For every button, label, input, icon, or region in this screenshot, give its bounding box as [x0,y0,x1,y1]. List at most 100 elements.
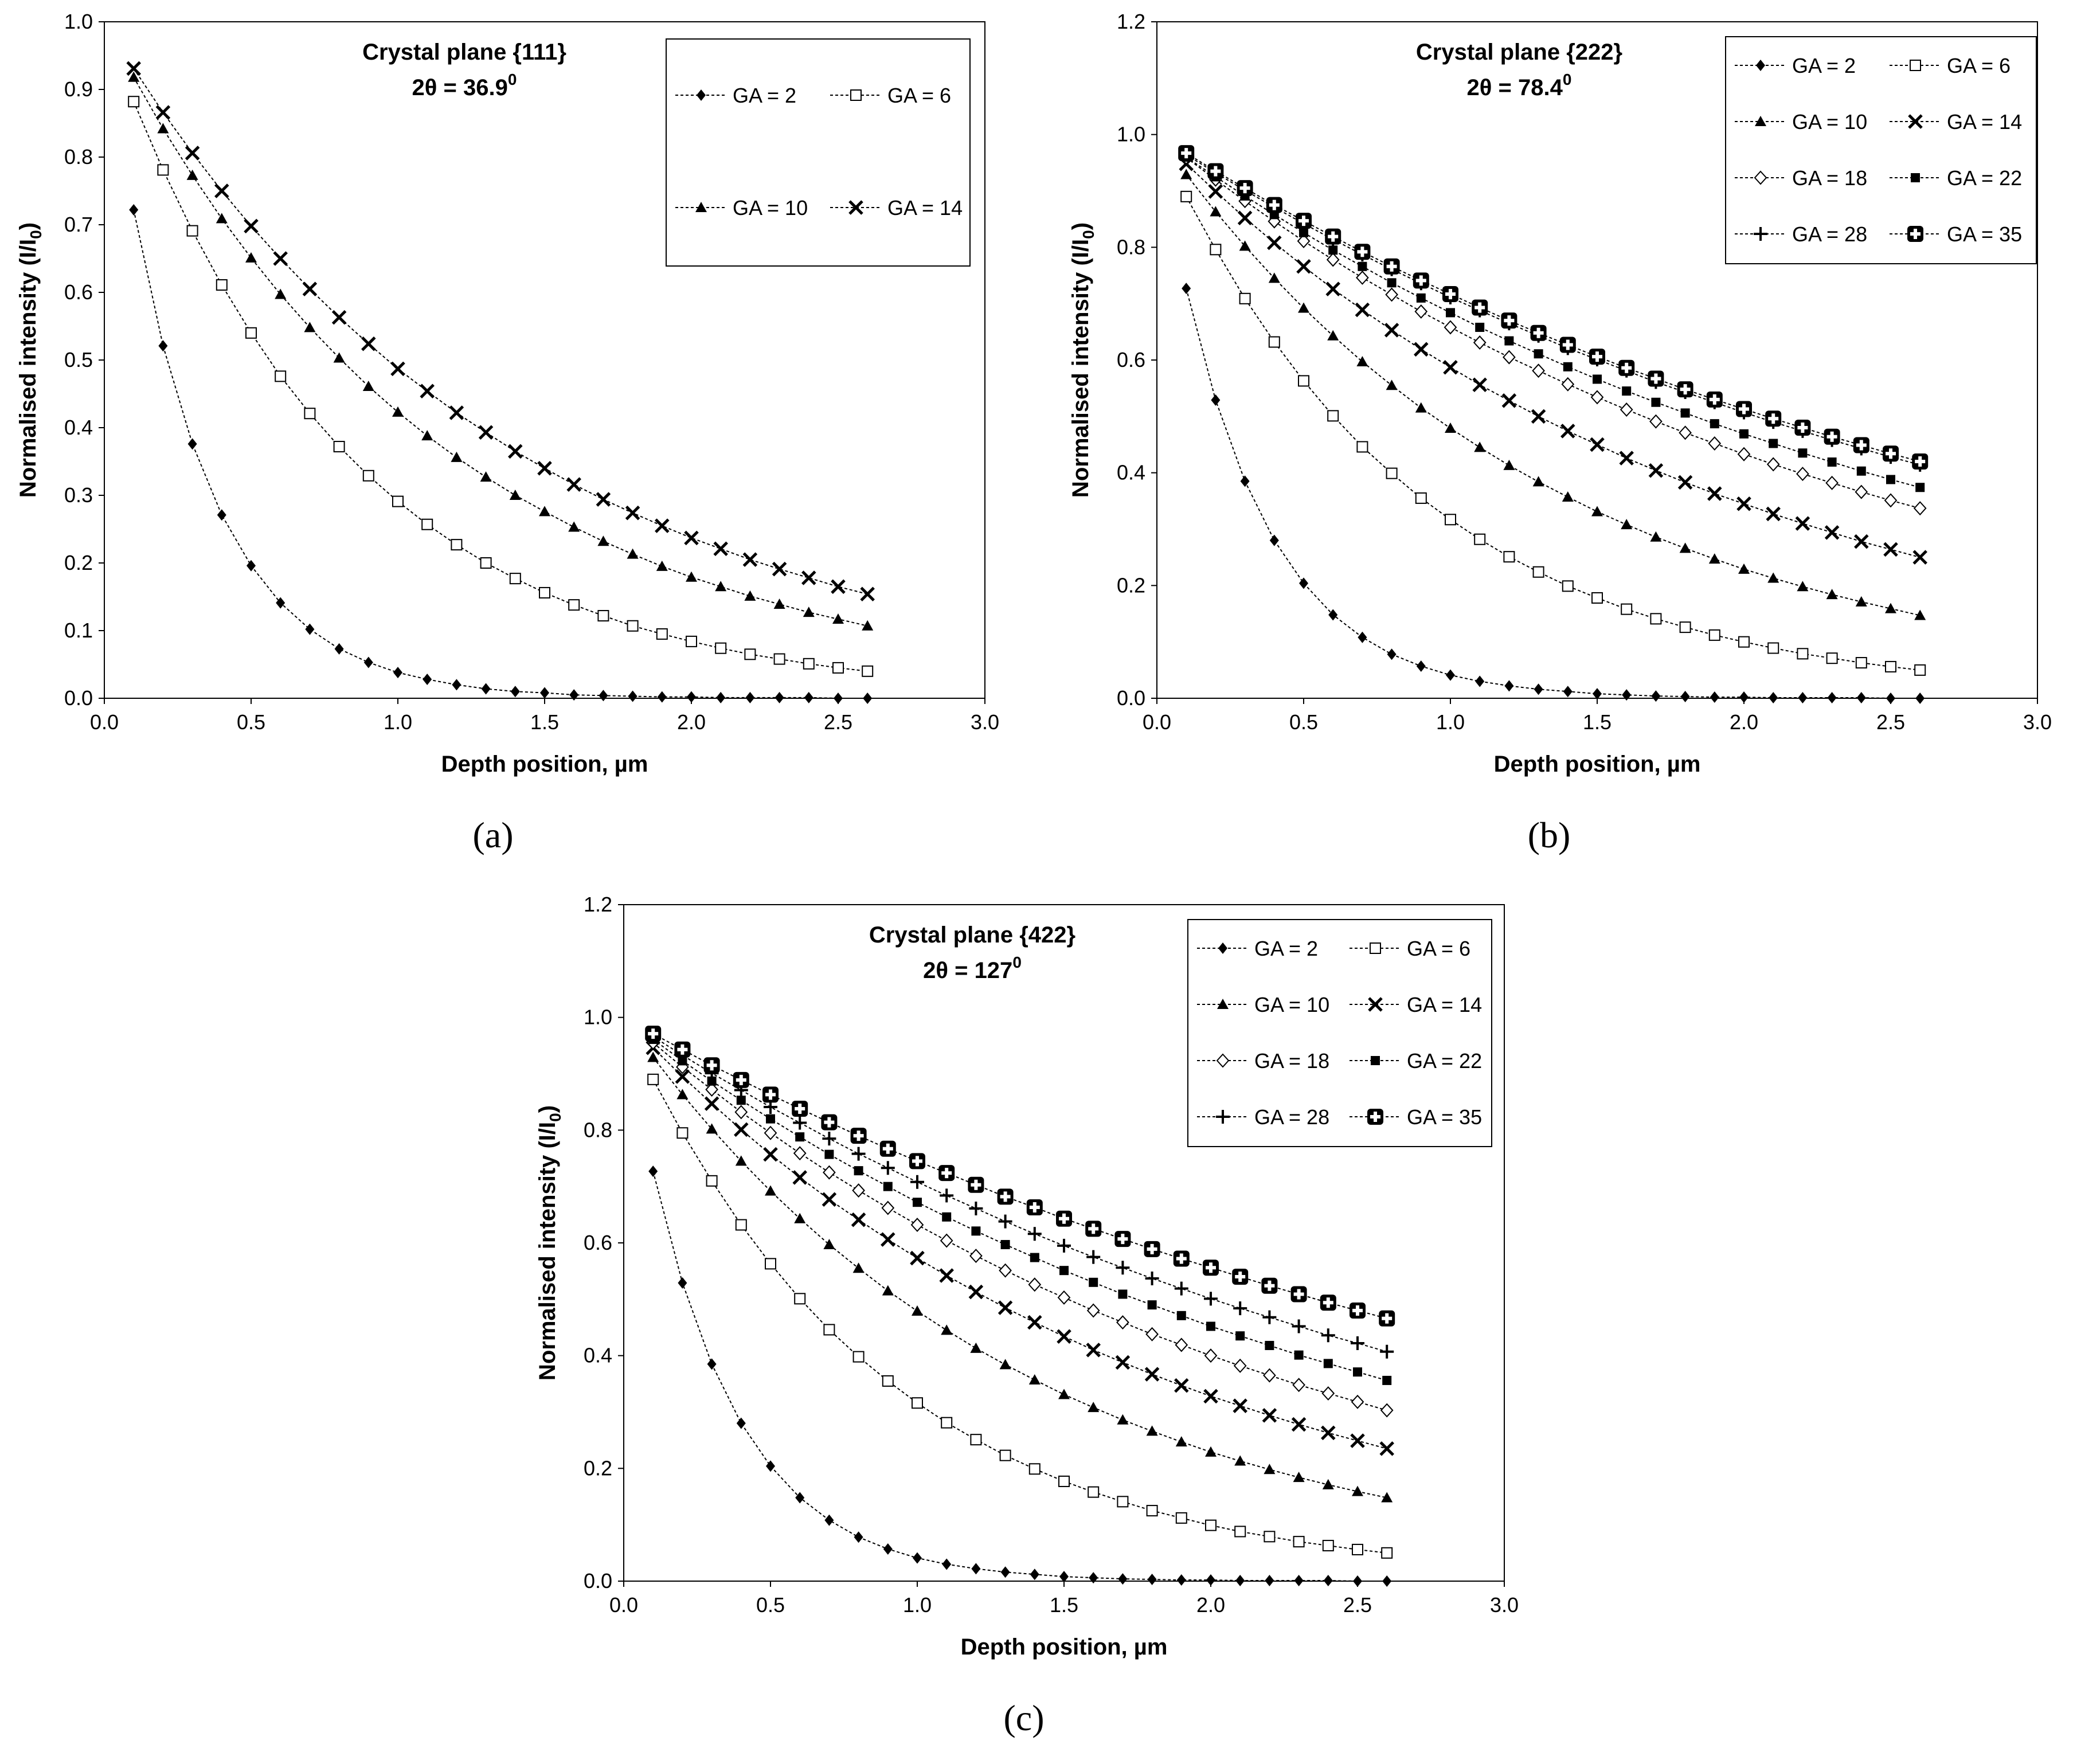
data-point-ga-2 [1416,660,1426,672]
data-point-ga-2 [834,693,843,704]
data-point-ga-18 [999,1263,1012,1278]
data-point-ga-6 [597,610,609,622]
data-point-ga-10 [744,590,756,601]
data-point-ga-35 [1824,428,1840,445]
data-point-ga-22 [1710,419,1719,429]
data-point-ga-6 [1322,1540,1334,1552]
data-point-ga-14 [390,361,405,377]
data-point-ga-6 [1650,613,1662,625]
data-point-ga-28 [969,1202,983,1216]
data-point-ga-2 [452,679,461,691]
data-point-ga-14 [763,1147,778,1162]
x-tick-label: 1.5 [530,710,559,734]
data-point-ga-6 [1562,580,1574,592]
data-point-ga-10 [1180,169,1192,179]
data-point-ga-35 [1912,453,1929,470]
data-point-ga-18 [1473,335,1487,350]
data-point-ga-22 [1323,1359,1333,1368]
data-point-ga-14 [831,579,846,594]
data-point-ga-18 [1884,493,1898,508]
data-point-ga-14 [1883,542,1898,557]
data-point-ga-10 [186,169,198,180]
data-point-ga-14 [792,1170,807,1185]
data-point-ga-18 [1414,304,1428,319]
x-tick-label: 2.5 [1876,710,1905,734]
data-point-ga-14 [1115,1355,1131,1370]
y-tick-label: 0.6 [64,280,93,304]
y-axis-label: Normalised intensity (I/I0) [535,1105,564,1380]
data-point-ga-22 [854,1166,863,1176]
data-point-ga-14 [478,425,494,440]
data-point-ga-6 [1175,1512,1187,1524]
data-point-ga-28 [1262,1310,1277,1324]
data-point-ga-6 [157,164,169,176]
series-line-ga-10 [652,1057,1387,1499]
legend-label: GA = 2 [1792,54,1856,77]
data-point-ga-22 [1328,245,1338,255]
data-point-ga-14 [1174,1378,1189,1393]
x-tick-label: 2.0 [1730,710,1758,734]
x-tick-label: 2.0 [1196,1593,1225,1617]
y-tick-label: 0.0 [1117,686,1145,710]
data-point-ga-2 [217,509,226,521]
data-point-ga-6 [765,1258,776,1270]
data-point-ga-10 [794,1212,806,1223]
data-point-ga-2 [1182,283,1191,295]
data-point-ga-10 [1503,459,1515,470]
data-point-ga-10 [1621,519,1633,530]
data-point-ga-10 [823,1238,835,1249]
data-point-ga-35 [1442,285,1458,302]
data-point-ga-28 [1321,1328,1335,1343]
legend-item-ga-28: GA = 28 [1735,222,1867,246]
data-point-ga-22 [1446,308,1455,318]
data-point-ga-35 [1883,445,1899,462]
y-tick-label: 1.2 [1117,10,1145,33]
data-point-ga-18 [1175,1337,1188,1352]
data-point-ga-6 [128,96,140,108]
data-point-ga-10 [882,1285,894,1296]
data-point-ga-18 [1532,363,1545,378]
data-point-ga-10 [392,406,404,417]
data-point-ga-6 [216,279,228,291]
chart-panel-c: 0.0 0.5 1.0 1.5 2.0 2.5 3.0 0.0 0.2 0.4 0.6 0.8 1.0 1… [519,883,1540,1697]
data-point-ga-18 [1796,467,1809,482]
y-tick-label: 0.5 [64,348,93,371]
y-tick-label: 1.0 [64,10,93,33]
data-point-ga-2 [305,623,315,635]
data-point-ga-22 [824,1149,834,1159]
legend-marker-ga-14 [1908,114,1923,129]
data-point-ga-2 [1118,1573,1128,1585]
data-point-ga-2 [1739,691,1749,703]
data-point-ga-35 [1173,1250,1190,1267]
legend-label: GA = 10 [733,196,808,220]
data-point-ga-6 [794,1293,806,1305]
data-point-ga-18 [1679,425,1692,440]
data-point-ga-35 [1350,1303,1366,1319]
legend-item-ga-6: GA = 6 [1350,937,1470,960]
data-point-ga-2 [745,691,755,703]
data-point-ga-14 [1267,235,1282,251]
data-point-ga-6 [627,620,639,632]
data-point-ga-35 [1677,381,1693,398]
data-point-ga-10 [216,213,228,224]
legend-label: GA = 22 [1407,1049,1482,1073]
data-point-ga-2 [1269,534,1279,546]
data-point-ga-6 [1445,514,1456,526]
data-point-ga-2 [247,560,256,572]
chart-panel-b: 0.0 0.5 1.0 1.5 2.0 2.5 3.0 0.0 0.2 0.4 0.6 0.8 1.0 1… [1053,0,2073,814]
x-tick-label: 2.0 [677,710,706,734]
data-point-ga-2 [716,691,726,703]
data-point-ga-2 [1769,692,1778,704]
data-point-ga-35 [1413,272,1429,289]
data-point-ga-6 [1826,652,1838,664]
data-point-ga-2 [775,691,784,703]
legend-item-ga-28: GA = 28 [1197,1105,1329,1129]
data-point-ga-10 [1386,380,1398,390]
data-point-ga-14 [968,1284,984,1300]
data-point-ga-35 [1207,163,1224,179]
data-point-ga-18 [1855,484,1868,499]
data-point-ga-22 [1886,475,1895,484]
data-point-ga-6 [1268,336,1280,348]
data-point-ga-14 [1443,360,1458,375]
series-line-ga-18 [1186,157,1921,509]
